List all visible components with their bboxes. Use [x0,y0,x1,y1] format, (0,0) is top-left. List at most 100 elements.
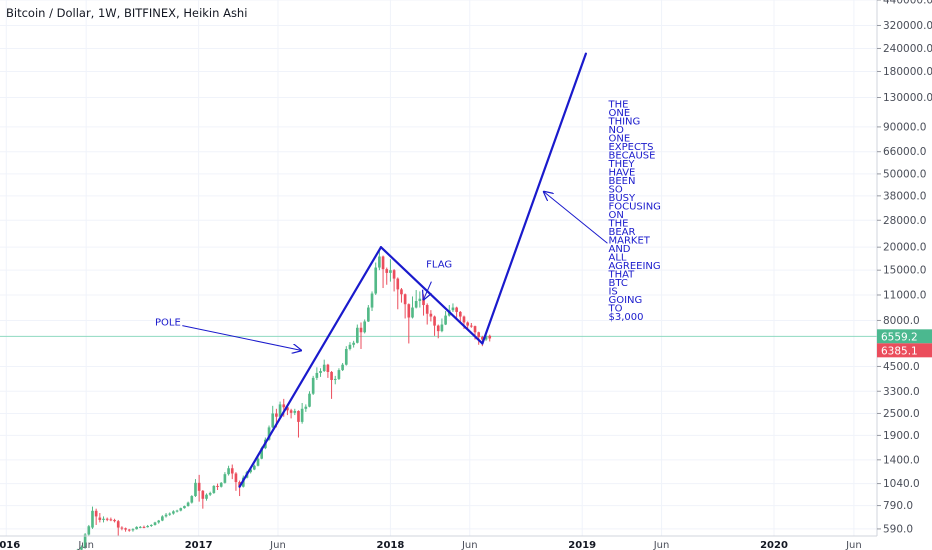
candle [105,517,109,522]
candle [172,510,175,515]
y-tick-label: 4500.0 [883,361,920,373]
candle-body [370,293,374,308]
y-tick-label: 2500.0 [883,408,920,420]
candles [76,248,492,550]
candle-body [403,294,407,305]
candle-body [142,526,146,528]
projection-label-line: THE [607,218,628,229]
candle-body [87,526,91,535]
candle-body [216,485,219,487]
projection-label-line: BEAR [608,227,635,238]
candle-body [172,511,175,514]
candle [429,310,433,322]
y-tick-label: 66000.0 [883,146,926,158]
candle [223,472,227,484]
candle-body [208,492,212,495]
y-tick-label: 440000.0 [883,0,932,7]
candle [418,291,422,308]
y-tick-label: 790.0 [883,500,913,512]
candle-body [378,256,381,268]
candle-body [116,521,120,528]
y-axis-panel[interactable] [877,0,932,550]
candle [407,303,411,344]
chart-title: Bitcoin / Dollar, 1W, BITFINEX, Heikin A… [6,6,248,20]
candle [308,391,311,408]
candle [131,528,135,532]
candle-body [271,413,275,428]
candle-body [436,325,440,332]
x-tick-label: Jun [77,540,94,550]
y-tick-label: 1900.0 [883,430,920,442]
candle-body [150,524,153,526]
candle [403,293,407,319]
candle [374,262,378,295]
y-tick-label: 28000.0 [883,215,926,227]
candle-body [400,289,403,295]
x-tick-label: Jun [461,540,478,550]
candle-body [230,468,234,474]
candle [414,290,418,309]
projection-label-line: BEEN [608,176,635,187]
candle [212,485,216,494]
candle-body [355,327,359,343]
projection-label-line: GOING [608,295,642,306]
candle-body [462,316,466,323]
candle-body [385,269,389,273]
candle-body [282,404,286,408]
candle [208,491,212,497]
candle [142,525,146,529]
candle-body [146,525,149,528]
candle-body [153,522,157,525]
x-tick-label: Jun [653,540,670,550]
candle [94,508,98,525]
y-tick-label: 590.0 [883,523,913,535]
candle-body [138,526,142,528]
price-tag-label: 6385.1 [881,345,918,357]
flag-label: FLAG [426,260,452,271]
candle-body [315,372,319,378]
candle-body [352,342,355,345]
pole-label: POLE [155,318,181,329]
candle [120,526,124,531]
price-tag-bg [877,329,932,344]
candle [367,305,370,322]
projection-label-line: MARKET [608,235,650,246]
x-tick-label: 2020 [760,540,788,550]
candle [80,545,83,550]
price-tag: 6559.2 [877,329,932,344]
candle [319,368,322,377]
y-tick-label: 130000.0 [883,92,932,104]
candle [396,277,400,310]
candle-body [253,465,256,470]
candle [205,493,208,501]
y-tick-label: 8000.0 [883,315,920,327]
candle-body [183,506,186,509]
candle-body [396,278,400,290]
projection-label-line: ONE [608,133,630,144]
candle [440,318,444,333]
candle-body [422,298,425,306]
candle [278,401,282,418]
candle-body [363,321,366,333]
candle [227,465,230,476]
candle-body [344,348,348,365]
candle-body [80,547,83,550]
candle [293,408,297,416]
candle-body [135,526,138,530]
candle [359,322,363,349]
projection-label-line: THEY [607,159,635,170]
candle-body [374,267,378,294]
candle-body [286,407,289,411]
candle-body [278,404,282,417]
candle [186,501,190,507]
candle [256,457,260,467]
candle [315,367,319,380]
candle [98,512,102,523]
candle-body [131,529,135,531]
candle-body [190,496,194,503]
candle [352,340,355,348]
candle-body [300,408,304,422]
projection-label-line: THING [607,116,640,127]
